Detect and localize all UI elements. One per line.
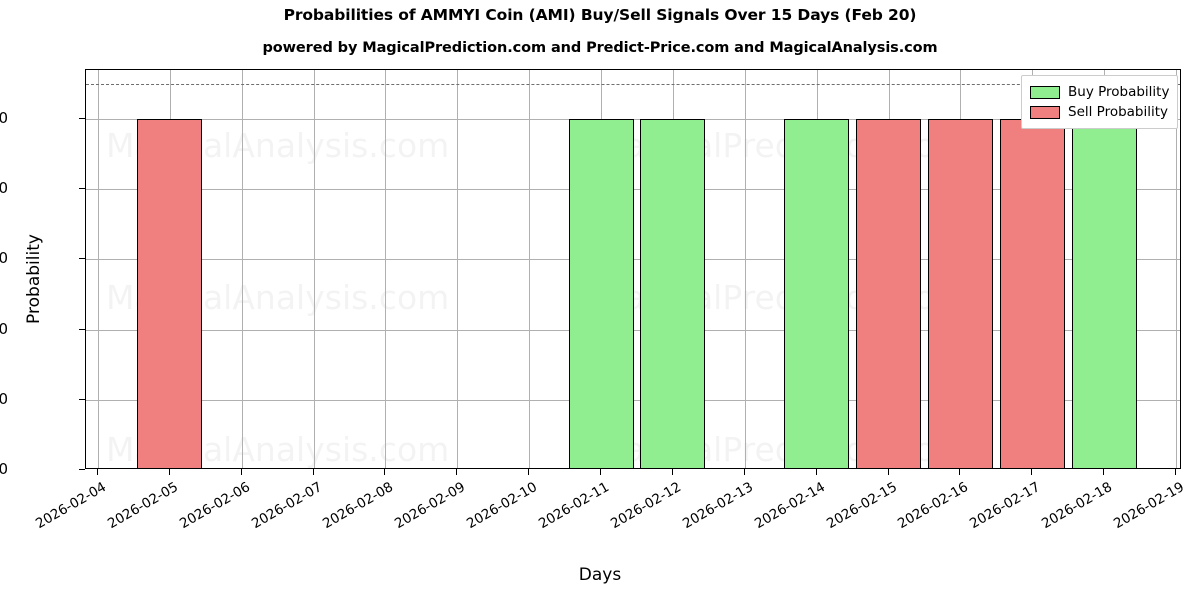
x-tick-mark (816, 469, 818, 475)
x-tick-mark (528, 469, 530, 475)
gridline-vertical (314, 70, 315, 468)
x-tick-mark (97, 469, 99, 475)
bar-sell-2026-02-17 (999, 119, 1065, 468)
threshold-line (86, 84, 1180, 85)
plot-area: MagicalAnalysis.comMagicalPrediction.com… (85, 69, 1181, 469)
x-tick-mark (169, 469, 171, 475)
bar-sell-2026-02-15 (856, 119, 922, 468)
chart-subtitle: powered by MagicalPrediction.com and Pre… (262, 40, 938, 56)
legend-label: Buy Probability (1068, 84, 1170, 100)
x-tick-mark (672, 469, 674, 475)
x-tick-mark (384, 469, 386, 475)
bar-buy-2026-02-14 (784, 119, 850, 468)
legend-label: Sell Probability (1068, 104, 1169, 120)
bar-buy-2026-02-11 (568, 119, 634, 468)
legend-swatch-sell (1030, 105, 1060, 119)
y-tick-label: 0 (0, 460, 8, 478)
x-axis-label: Days (578, 565, 622, 585)
x-tick-mark (888, 469, 890, 475)
gridline-vertical (385, 70, 386, 468)
legend-item-buy[interactable]: Buy Probability (1030, 82, 1169, 102)
x-tick-mark (456, 469, 458, 475)
bar-buy-2026-02-12 (640, 119, 706, 468)
page-title: Probabilities of AMMYI Coin (AMI) Buy/Se… (283, 6, 917, 24)
y-tick-mark (79, 399, 85, 401)
y-tick-mark (79, 118, 85, 120)
bar-sell-2026-02-05 (137, 119, 203, 468)
x-tick-mark (241, 469, 243, 475)
y-tick-label: 60 (0, 249, 8, 268)
x-tick-mark (1103, 469, 1105, 475)
y-tick-label: 20 (0, 389, 8, 408)
bar-sell-2026-02-16 (927, 119, 993, 468)
gridline-vertical (1176, 70, 1177, 468)
gridline-vertical (529, 70, 530, 468)
gridline-vertical (457, 70, 458, 468)
chart-legend: Buy Probability Sell Probability (1021, 75, 1179, 129)
x-tick-mark (1175, 469, 1177, 475)
gridline-vertical (242, 70, 243, 468)
legend-item-sell[interactable]: Sell Probability (1030, 102, 1169, 122)
gridline-vertical (745, 70, 746, 468)
y-tick-mark (79, 469, 85, 471)
x-tick-mark (313, 469, 315, 475)
y-tick-label: 80 (0, 179, 8, 198)
y-tick-mark (79, 329, 85, 331)
y-axis-label: Probability (24, 234, 44, 324)
y-tick-mark (79, 188, 85, 190)
x-tick-mark (600, 469, 602, 475)
legend-swatch-buy (1030, 85, 1060, 99)
y-tick-mark (79, 258, 85, 260)
x-tick-mark (1031, 469, 1033, 475)
gridline-vertical (98, 70, 99, 468)
y-tick-label: 40 (0, 319, 8, 338)
x-tick-mark (744, 469, 746, 475)
x-tick-mark (959, 469, 961, 475)
bar-buy-2026-02-18 (1071, 119, 1137, 468)
y-tick-label: 100 (0, 109, 8, 128)
